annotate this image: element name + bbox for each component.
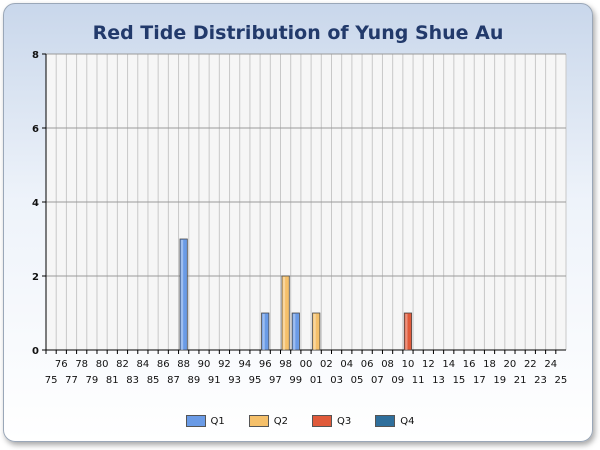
x-tick-label: 89 <box>187 375 200 386</box>
bar-highlight <box>313 314 316 350</box>
x-tick-label: 05 <box>351 375 364 386</box>
x-tick-label: 95 <box>249 375 262 386</box>
x-tick-label: 83 <box>126 375 139 386</box>
x-tick-label: 76 <box>55 359 68 370</box>
x-tick-label: 08 <box>381 359 394 370</box>
legend-swatch <box>312 415 332 427</box>
y-tick-label: 0 <box>32 346 39 357</box>
x-tick-label: 23 <box>534 375 547 386</box>
legend-swatch <box>248 415 269 427</box>
bar-q2 <box>281 275 290 351</box>
x-tick-label: 12 <box>422 359 435 370</box>
bar-q1 <box>291 312 300 351</box>
x-tick-label: 07 <box>371 375 384 386</box>
legend-item-q2: Q2 <box>248 415 288 427</box>
x-tick-label: 24 <box>544 359 557 370</box>
x-tick-label: 85 <box>147 375 160 386</box>
bar-highlight <box>180 240 184 350</box>
x-tick-label: 82 <box>116 359 129 370</box>
x-tick-label: 13 <box>432 375 445 386</box>
x-tick-label: 93 <box>228 375 241 386</box>
x-tick-label: 00 <box>300 359 313 370</box>
legend-item-q1: Q1 <box>185 415 225 427</box>
legend-item-q4: Q4 <box>375 415 414 427</box>
bar-q1 <box>261 312 270 351</box>
x-tick-label: 91 <box>208 375 221 386</box>
bar-q3 <box>403 312 413 351</box>
x-tick-label: 14 <box>442 359 455 370</box>
x-tick-label: 25 <box>555 375 568 386</box>
y-tick-label: 2 <box>32 272 39 283</box>
bar-highlight <box>405 314 408 350</box>
chart-legend: Q1 Q2 Q3 Q4 <box>0 415 600 427</box>
x-tick-label: 80 <box>96 359 109 370</box>
x-tick-label: 20 <box>504 359 517 370</box>
x-tick-label: 94 <box>238 359 251 370</box>
legend-label: Q3 <box>337 415 352 427</box>
x-tick-label: 92 <box>218 359 231 370</box>
x-tick-label: 21 <box>514 375 527 386</box>
bar-q1 <box>179 238 188 351</box>
x-tick-label: 75 <box>45 375 58 386</box>
x-tick-label: 90 <box>198 359 211 370</box>
x-tick-label: 15 <box>453 375 466 386</box>
y-tick-label: 8 <box>32 50 39 61</box>
x-tick-label: 01 <box>310 375 323 386</box>
x-tick-label: 81 <box>106 375 119 386</box>
x-tick-label: 96 <box>259 359 272 370</box>
x-tick-label: 19 <box>493 375 506 386</box>
x-tick-label: 03 <box>330 375 343 386</box>
y-tick-label: 4 <box>32 198 39 209</box>
x-tick-label: 10 <box>402 359 415 370</box>
x-tick-label: 84 <box>136 359 149 370</box>
bar-highlight <box>293 314 296 350</box>
x-tick-label: 78 <box>75 359 88 370</box>
x-tick-label: 09 <box>391 375 404 386</box>
bar-highlight <box>282 277 286 350</box>
x-tick-label: 87 <box>167 375 180 386</box>
legend-label: Q4 <box>400 415 415 427</box>
x-tick-label: 18 <box>483 359 496 370</box>
legend-label: Q1 <box>210 415 225 427</box>
x-tick-label: 99 <box>289 375 302 386</box>
x-tick-label: 98 <box>279 359 292 370</box>
x-tick-label: 22 <box>524 359 537 370</box>
x-tick-label: 79 <box>86 375 99 386</box>
x-tick-label: 02 <box>320 359 333 370</box>
legend-swatch <box>375 415 396 427</box>
bar-highlight <box>262 314 265 350</box>
x-tick-label: 11 <box>412 375 425 386</box>
x-tick-label: 17 <box>473 375 486 386</box>
x-tick-label: 16 <box>463 359 476 370</box>
x-tick-label: 04 <box>340 359 353 370</box>
legend-label: Q2 <box>273 415 288 427</box>
chart-title: Red Tide Distribution of Yung Shue Au <box>92 22 504 44</box>
x-tick-label: 06 <box>361 359 374 370</box>
x-tick-label: 97 <box>269 375 282 386</box>
x-tick-label: 88 <box>177 359 190 370</box>
x-tick-label: 86 <box>157 359 170 370</box>
legend-swatch <box>185 415 206 427</box>
x-tick-label: 77 <box>65 375 78 386</box>
y-tick-label: 6 <box>32 124 39 135</box>
bar-q2 <box>312 312 321 351</box>
legend-item-q3: Q3 <box>312 415 351 427</box>
